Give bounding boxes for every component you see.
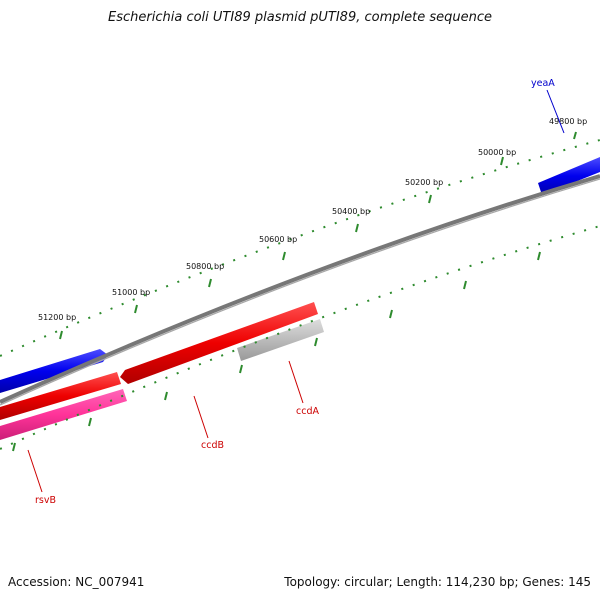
tick-mark [537,251,541,261]
tick-mark [12,442,16,452]
tick-mark [59,330,63,340]
tick-mark [314,337,318,347]
inner-tick-track [0,225,600,452]
pseudo-gene-ccdA[interactable] [237,319,324,361]
tick-mark [282,251,286,261]
bp-label: 50000 bp [478,148,516,157]
plasmid-backbone [0,174,600,406]
gene-label-ccdB[interactable]: ccdB [201,440,224,451]
tick-mark [164,391,168,401]
tick-mark [239,364,243,374]
gene-labels: yeaA ccdA ccdB rsvB [35,78,555,506]
bp-label: 51200 bp [38,313,76,322]
gene-label-ccdA[interactable]: ccdA [296,406,319,417]
bp-label: 49800 bp [549,117,587,126]
tick-mark [208,278,212,288]
leader-line-rsvB [27,449,43,493]
map-title: Escherichia coli UTI89 plasmid pUTI89, c… [108,10,492,25]
gene-label-rsvB[interactable]: rsvB [35,495,56,506]
forward-gene-yeaA[interactable] [538,157,600,195]
outer-tick-track [0,139,600,357]
accession-text: Accession: NC_007941 [8,575,145,589]
tick-mark [500,156,504,166]
reverse-gene-ccdB[interactable] [120,302,318,384]
bp-label: 50600 bp [259,235,297,244]
leader-line-ccdB [193,395,209,439]
tick-mark [573,131,577,140]
bp-ruler: 49800 bp 50000 bp 50200 bp 50400 bp 5060… [38,117,587,340]
tick-mark [88,417,92,427]
sequence-summary: Topology: circular; Length: 114,230 bp; … [284,575,591,589]
tick-mark [355,223,359,233]
bp-label: 50200 bp [405,178,443,187]
gene-label-yeaA[interactable]: yeaA [531,78,555,89]
bp-label: 50400 bp [332,207,370,216]
leader-line-yeaA [546,89,565,134]
leader-line-ccdA [288,360,304,404]
tick-mark [428,194,432,204]
bp-label: 51000 bp [112,288,150,297]
reverse-gene[interactable] [0,372,121,420]
forward-gene[interactable] [0,349,108,393]
gene-leader-lines [27,89,565,493]
tick-mark [389,309,393,319]
tick-mark [463,280,467,290]
bp-label: 50800 bp [186,262,224,271]
tick-mark [134,304,138,314]
reverse-gene-rsvB[interactable] [0,389,127,440]
